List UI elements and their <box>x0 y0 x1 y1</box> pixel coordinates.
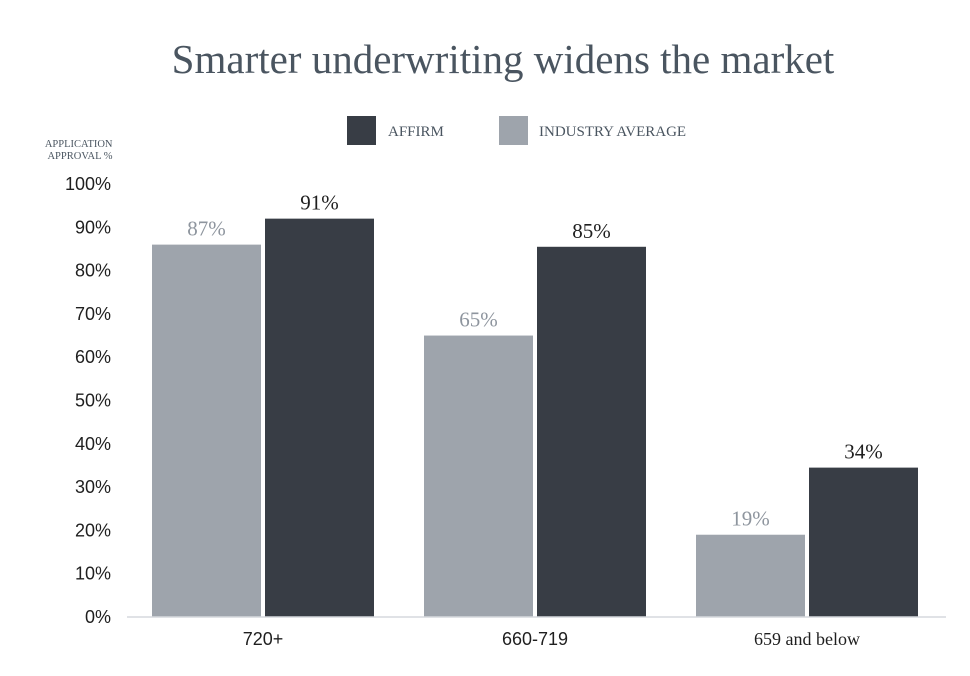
y-axis-title-line-2: APPROVAL % <box>47 151 112 162</box>
legend-label-industry-average: INDUSTRY AVERAGE <box>539 124 686 140</box>
y-tick-label: 90% <box>75 217 111 237</box>
value-label-industry-average-659-and-below: 19% <box>731 507 770 531</box>
legend-label-affirm: AFFIRM <box>388 124 444 140</box>
chart-title: Smarter underwriting widens the market <box>172 36 835 82</box>
y-tick-label: 40% <box>75 434 111 454</box>
value-label-affirm-659-and-below: 34% <box>844 440 883 464</box>
x-tick-label-720: 720+ <box>243 629 284 649</box>
y-tick-label: 50% <box>75 391 111 411</box>
bar-industry-average-660-719 <box>424 335 533 617</box>
y-axis-ticks: 0% 10% 20% 30% 40% 50% 60% 70% 80% 90% 100% <box>65 174 111 627</box>
y-tick-label: 0% <box>85 607 111 627</box>
y-tick-label: 10% <box>75 564 111 584</box>
value-label-industry-average-720: 87% <box>187 217 226 241</box>
bar-affirm-660-719 <box>537 246 646 617</box>
bar-industry-average-720 <box>152 244 261 617</box>
y-tick-label: 100% <box>65 174 111 194</box>
y-tick-label: 60% <box>75 347 111 367</box>
value-labels: 87% 91% 65% 85% 19% 34% <box>187 191 883 531</box>
legend-swatch-affirm <box>347 116 376 145</box>
y-axis-title-line-1: APPLICATION <box>45 139 113 150</box>
value-label-industry-average-660-719: 65% <box>459 308 498 332</box>
legend: AFFIRM INDUSTRY AVERAGE <box>347 116 686 145</box>
y-tick-label: 20% <box>75 520 111 540</box>
value-label-affirm-720: 91% <box>300 191 339 215</box>
y-tick-label: 70% <box>75 304 111 324</box>
x-tick-label-660-719: 660-719 <box>502 629 568 649</box>
value-label-affirm-660-719: 85% <box>572 219 611 243</box>
y-axis-title: APPLICATION APPROVAL % <box>45 139 115 162</box>
bar-affirm-720 <box>265 218 374 617</box>
y-tick-label: 80% <box>75 261 111 281</box>
x-tick-label-659-and-below: 659 and below <box>754 629 860 649</box>
legend-swatch-industry-average <box>499 116 528 145</box>
y-tick-label: 30% <box>75 477 111 497</box>
bar-industry-average-659-and-below <box>696 534 805 617</box>
x-axis-ticks: 720+ 660-719 659 and below <box>243 629 860 649</box>
bar-affirm-659-and-below <box>809 467 918 617</box>
bars <box>152 218 918 617</box>
